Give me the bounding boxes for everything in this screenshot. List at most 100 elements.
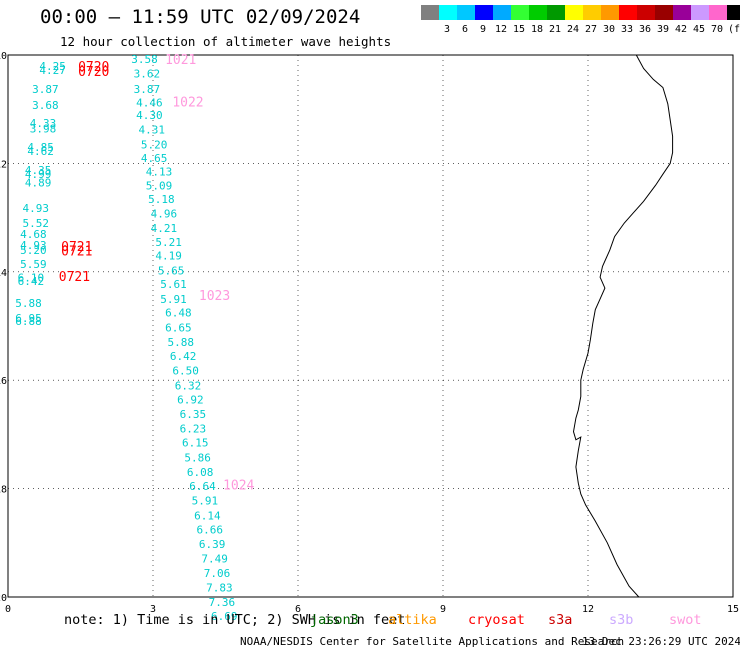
- legend-label: 36: [638, 24, 652, 35]
- wave-height-label: 3.58: [131, 53, 158, 66]
- wave-height-label: 6.35: [180, 408, 207, 421]
- legend-label: 45: [692, 24, 706, 35]
- wave-height-label: 3.68: [32, 99, 59, 112]
- wave-height-label: 4.27: [39, 64, 66, 77]
- legend-label: 24: [566, 24, 580, 35]
- satellite-altika: altika: [388, 612, 437, 628]
- legend-swatch: [475, 5, 493, 20]
- legend-label: 18: [530, 24, 544, 35]
- pass-time-label: 1024: [223, 478, 254, 493]
- legend-label: 30: [602, 24, 616, 35]
- legend-swatch: [583, 5, 601, 20]
- wave-height-label: 6.64: [189, 480, 216, 493]
- legend-swatch: [493, 5, 511, 20]
- wave-height-label: 4.19: [155, 250, 182, 263]
- y-tick-label: -10: [0, 51, 7, 62]
- legend-unit: (ft): [727, 24, 740, 35]
- chart-title: 00:00 – 11:59 UTC 02/09/2024: [40, 6, 361, 28]
- coastline: [572, 54, 674, 598]
- wave-height-label: 4.96: [151, 207, 178, 220]
- legend-swatch: [529, 5, 547, 20]
- wave-height-label: 6.42: [170, 350, 197, 363]
- wave-height-label: 4.85: [27, 141, 54, 154]
- wave-height-label: 5.88: [168, 336, 195, 349]
- y-tick-label: -16: [0, 376, 7, 387]
- wave-height-label: 6.66: [197, 523, 224, 536]
- wave-height-label: 5.21: [155, 236, 182, 249]
- wave-height-label: 6.65: [165, 321, 192, 334]
- x-tick-label: 9: [440, 604, 446, 615]
- wave-height-label: 4.93: [20, 239, 47, 252]
- wave-height-label: 5.91: [192, 495, 219, 508]
- wave-height-label: 5.18: [148, 193, 175, 206]
- legend-label: 9: [479, 24, 487, 35]
- legend-swatch: [439, 5, 457, 20]
- wave-height-label: 5.52: [23, 217, 50, 230]
- legend-label: 15: [512, 24, 526, 35]
- wave-height-label: 6.88: [15, 315, 42, 328]
- pass-time-label: 1021: [165, 53, 196, 68]
- pass-time-label: 1023: [199, 289, 230, 304]
- footer-note: note: 1) Time is in UTC; 2) SWH is in fe…: [64, 612, 406, 628]
- plot-frame: [7, 54, 734, 598]
- wave-height-label: 4.13: [146, 166, 173, 179]
- wave-height-label: 4.31: [139, 123, 166, 136]
- legend-label: 33: [620, 24, 634, 35]
- pass-time-label: 0720: [78, 60, 109, 75]
- y-tick-label: -12: [0, 159, 7, 170]
- wave-height-label: 7.36: [209, 596, 236, 609]
- wave-height-label: 4.46: [136, 96, 163, 109]
- pass-time-label: 0720: [78, 65, 109, 80]
- legend-swatch: [655, 5, 673, 20]
- x-tick-label: 3: [150, 604, 156, 615]
- legend-swatch: [709, 5, 727, 20]
- satellite-swot: swot: [669, 612, 702, 628]
- legend-label: 27: [584, 24, 598, 35]
- wave-height-label: 3.62: [134, 68, 161, 81]
- wave-height-label: 6.42: [18, 275, 44, 288]
- wave-height-label: 5.20: [20, 244, 47, 257]
- wave-height-label: 6.08: [187, 466, 214, 479]
- wave-height-label: 5.20: [141, 139, 168, 152]
- x-tick-label: 0: [5, 604, 11, 615]
- legend-swatch: [619, 5, 637, 20]
- legend-label: 12: [494, 24, 508, 35]
- legend-label: 39: [656, 24, 670, 35]
- wave-height-label: 5.91: [160, 293, 187, 306]
- wave-height-label: 6.15: [182, 437, 209, 450]
- legend-swatch: [565, 5, 583, 20]
- wave-height-label: 3.87: [134, 83, 161, 96]
- y-tick-label: -20: [0, 593, 7, 604]
- satellite-cryosat: cryosat: [468, 612, 525, 628]
- wave-height-label: 6.39: [199, 538, 226, 551]
- wave-height-label: 4.33: [30, 117, 57, 130]
- legend-swatch: [691, 5, 709, 20]
- pass-time-label: 0721: [59, 270, 90, 285]
- legend-swatch: [547, 5, 565, 20]
- credit-line: NOAA/NESDIS Center for Satellite Applica…: [240, 635, 625, 648]
- legend-swatch: [727, 5, 740, 20]
- wave-height-label: 6.92: [177, 393, 204, 406]
- timestamp: 13 Dec 23:26:29 UTC 2024: [582, 635, 740, 648]
- legend-label: 70: [710, 24, 724, 35]
- pass-time-label: 0721: [61, 244, 92, 259]
- y-tick-label: -14: [0, 268, 7, 279]
- wave-height-label: 6.95: [15, 312, 42, 325]
- wave-height-label: 7.49: [201, 553, 228, 566]
- wave-height-label: 6.48: [165, 307, 192, 320]
- legend-swatch: [511, 5, 529, 20]
- wave-height-label: 7.06: [204, 567, 231, 580]
- wave-height-label: 6.14: [194, 509, 221, 522]
- wave-height-label: 4.93: [23, 202, 50, 215]
- wave-height-label: 6.50: [172, 365, 199, 378]
- pass-time-label: 1022: [172, 95, 203, 110]
- legend-label: 21: [548, 24, 562, 35]
- pass-time-label: 0721: [61, 240, 92, 255]
- wave-height-label: 5.65: [158, 264, 185, 277]
- wave-height-label: 5.88: [15, 297, 42, 310]
- wave-height-label: 6.23: [180, 423, 207, 436]
- legend-swatch: [601, 5, 619, 20]
- wave-height-label: 6.69: [211, 610, 238, 623]
- satellite-s3b: s3b: [609, 612, 634, 628]
- wave-height-label: 5.61: [160, 278, 187, 291]
